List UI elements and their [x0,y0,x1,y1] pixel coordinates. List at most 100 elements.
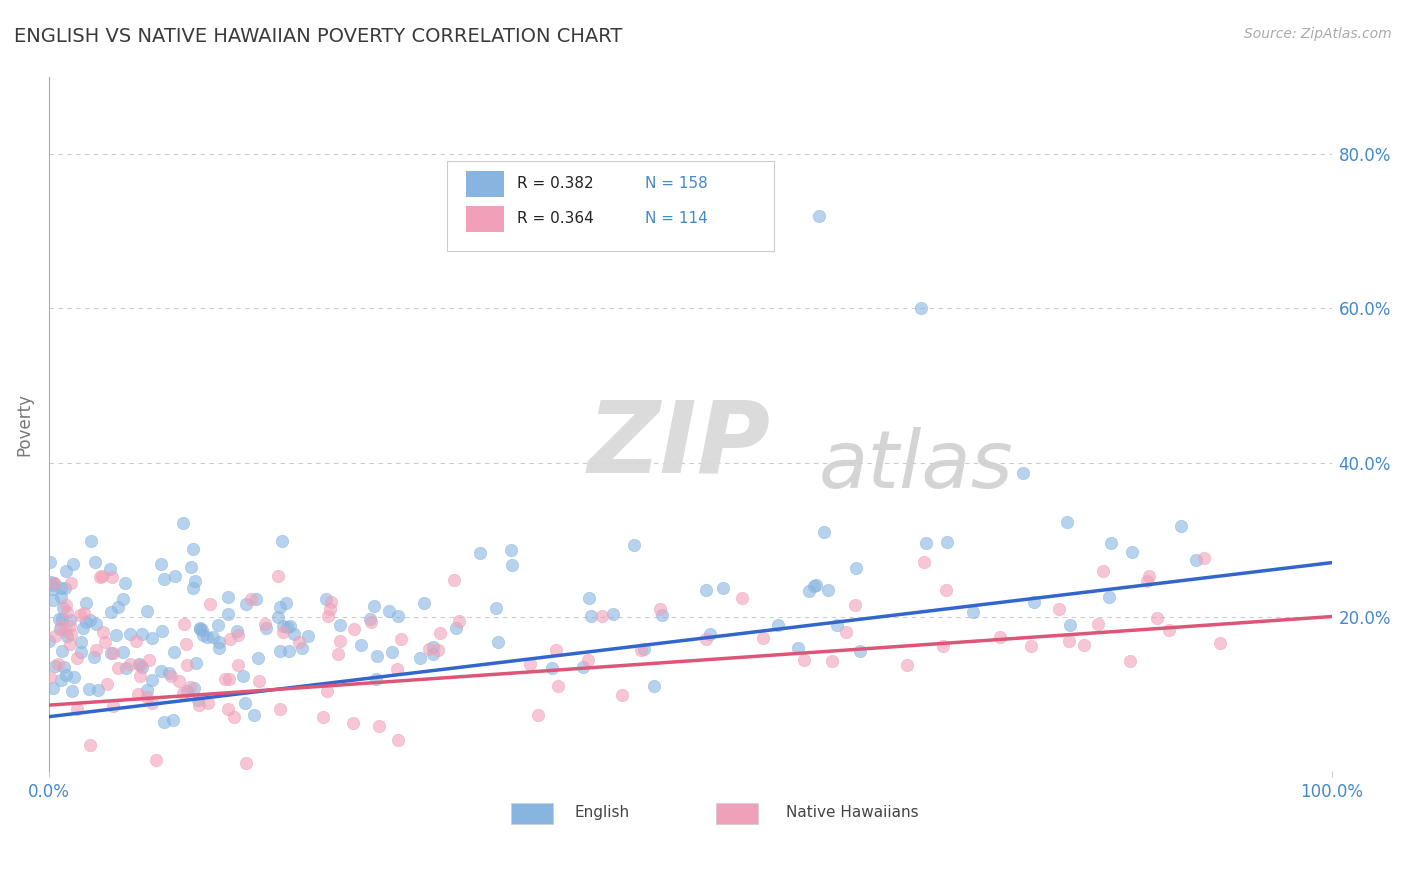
Point [184,656,207,670]
Point [232,669,254,683]
Point [1185,553,1208,567]
Point [1135,574,1157,588]
Point [77,681,100,696]
Point [242,708,264,723]
Point [990,630,1012,644]
Point [183,574,205,589]
Text: R = 0.364: R = 0.364 [517,211,593,226]
Point [44,575,66,590]
Point [138,653,160,667]
Point [44,659,66,673]
Point [51,611,73,625]
Point [896,658,918,673]
Point [1192,550,1215,565]
Point [1073,638,1095,652]
Point [181,581,204,595]
Point [101,646,124,660]
Point [235,598,257,612]
Point [422,647,444,661]
Point [1022,595,1045,609]
Point [167,673,190,688]
Point [962,605,984,619]
Point [217,702,239,716]
Point [66,651,89,665]
Point [581,608,603,623]
Point [807,209,830,223]
Point [60,684,83,698]
Point [219,632,242,647]
Point [150,558,173,572]
Point [107,600,129,615]
Point [53,659,76,673]
Point [247,673,270,688]
Point [359,612,381,626]
Point [276,620,298,634]
Point [387,608,409,623]
Point [253,616,276,631]
Bar [465,206,505,232]
Point [849,644,872,658]
Point [114,576,136,591]
Point [62,670,84,684]
Text: Native Hawaiians: Native Hawaiians [786,805,920,820]
Text: R = 0.382: R = 0.382 [517,176,593,191]
Point [83,555,105,569]
Point [52,601,75,615]
Point [235,756,257,770]
Point [131,660,153,674]
Point [444,622,467,636]
Point [183,681,205,695]
Point [224,710,246,724]
Point [179,680,201,694]
Point [319,595,342,609]
Point [1137,569,1160,583]
Point [141,632,163,646]
Point [79,613,101,627]
Point [75,596,97,610]
Bar [716,803,758,824]
Point [804,577,827,591]
Point [544,643,567,657]
Point [174,637,197,651]
Point [936,535,959,549]
Point [176,684,198,698]
Point [94,634,117,648]
Point [271,533,294,548]
Point [39,575,62,590]
Point [329,618,352,632]
Point [485,600,508,615]
Point [69,635,91,649]
Point [342,715,364,730]
Point [44,629,66,643]
Point [69,645,91,659]
Point [226,657,249,672]
Point [413,596,436,610]
Point [90,569,112,583]
Point [813,524,835,539]
Point [72,621,94,635]
Point [176,657,198,672]
Point [276,597,298,611]
Point [83,650,105,665]
Point [141,696,163,710]
Point [41,578,63,592]
Point [91,624,114,639]
Point [208,640,231,655]
Point [297,629,319,643]
Point [233,696,256,710]
Point [821,654,844,668]
Point [125,633,148,648]
Text: ZIP: ZIP [588,396,770,493]
Point [488,634,510,648]
Point [60,575,83,590]
Point [519,657,541,671]
Point [152,715,174,730]
Point [1099,536,1122,550]
Text: ENGLISH VS NATIVE HAWAIIAN POVERTY CORRELATION CHART: ENGLISH VS NATIVE HAWAIIAN POVERTY CORRE… [14,27,623,45]
Point [66,702,89,716]
Point [187,698,209,713]
Point [797,584,820,599]
Point [267,610,290,624]
Point [1092,564,1115,578]
Point [591,609,613,624]
